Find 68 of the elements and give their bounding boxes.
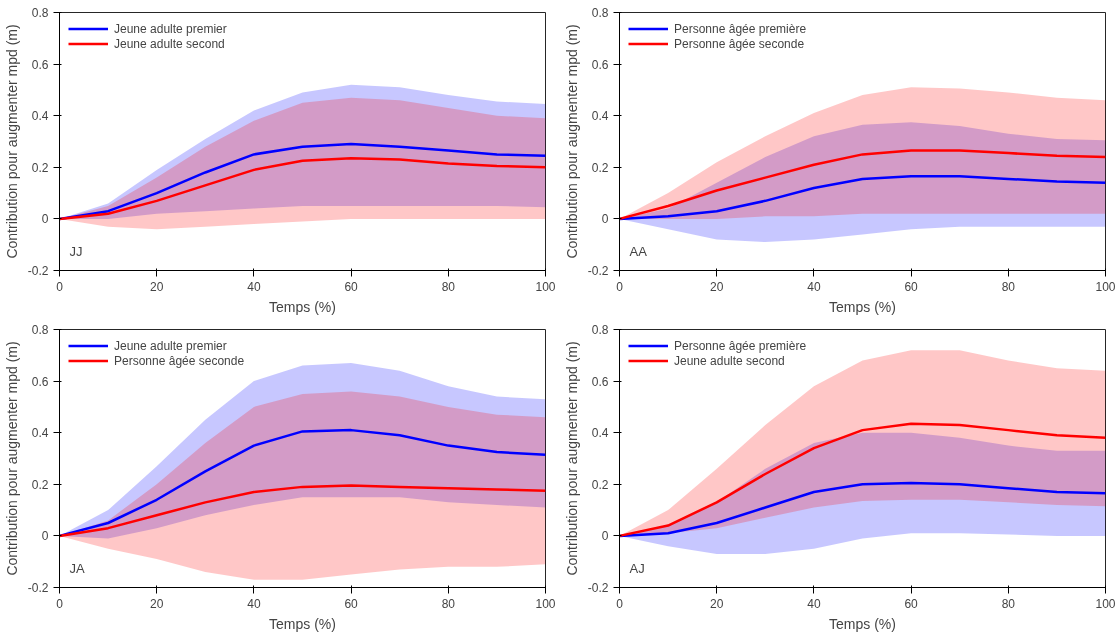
x-tick-label: 80 xyxy=(1001,596,1016,611)
legend-label: Jeune adulte premier xyxy=(114,21,227,36)
legend-label: Jeune adulte second xyxy=(674,353,785,368)
x-tick-label: 0 xyxy=(616,596,624,611)
y-tick-label: 0.2 xyxy=(591,477,609,492)
y-tick-label: -0.2 xyxy=(587,264,609,278)
y-tick-label: 0.4 xyxy=(31,426,49,441)
y-tick-label: 0.8 xyxy=(31,6,49,20)
x-tick-label: 80 xyxy=(441,596,456,611)
y-tick-label: 0.6 xyxy=(31,57,49,72)
y-tick-label: 0 xyxy=(601,212,609,227)
y-tick-label: 0.8 xyxy=(591,6,609,20)
x-tick-label: 60 xyxy=(344,596,359,611)
y-tick-label: 0.6 xyxy=(31,374,49,389)
y-tick-label: 0.4 xyxy=(591,109,609,124)
y-tick-label: 0.8 xyxy=(31,323,49,337)
y-axis-title: Contribution pour augmenter mpd (m) xyxy=(563,341,580,576)
y-tick-label: 0 xyxy=(41,529,49,544)
x-tick-label: 20 xyxy=(710,279,724,294)
y-tick-label: -0.2 xyxy=(27,581,49,595)
annotation: JJ xyxy=(69,243,83,259)
x-tick-label: 40 xyxy=(807,279,821,294)
y-tick-label: -0.2 xyxy=(27,264,49,278)
x-tick-label: 20 xyxy=(150,279,164,294)
y-tick-label: 0 xyxy=(601,529,609,544)
y-tick-label: 0.2 xyxy=(31,160,49,175)
y-axis-title: Contribution pour augmenter mpd (m) xyxy=(3,24,20,259)
y-tick-label: 0.8 xyxy=(591,323,609,337)
x-tick-label: 40 xyxy=(247,596,261,611)
x-tick-label: 40 xyxy=(807,596,821,611)
legend-label: Personne âgée première xyxy=(674,338,807,353)
y-tick-label: -0.2 xyxy=(587,581,609,595)
x-tick-label: 60 xyxy=(904,596,919,611)
x-tick-label: 0 xyxy=(56,596,64,611)
annotation: AA xyxy=(629,243,648,259)
legend-label: Personne âgée seconde xyxy=(674,36,805,51)
y-axis-title: Contribution pour augmenter mpd (m) xyxy=(3,341,20,576)
x-tick-label: 100 xyxy=(535,279,556,294)
x-tick-label: 60 xyxy=(344,279,359,294)
annotation: AJ xyxy=(629,560,645,576)
annotation: JA xyxy=(69,560,85,576)
x-axis-title: Temps (%) xyxy=(269,615,336,632)
y-tick-label: 0.6 xyxy=(591,57,609,72)
x-axis-title: Temps (%) xyxy=(269,298,336,315)
x-tick-label: 100 xyxy=(535,596,556,611)
y-axis-title: Contribution pour augmenter mpd (m) xyxy=(563,24,580,259)
x-tick-label: 0 xyxy=(56,279,64,294)
x-tick-label: 80 xyxy=(441,279,456,294)
y-tick-label: 0.2 xyxy=(591,160,609,175)
legend-label: Jeune adulte second xyxy=(114,36,225,51)
y-tick-label: 0 xyxy=(41,212,49,227)
x-tick-label: 20 xyxy=(150,596,164,611)
legend-label: Jeune adulte premier xyxy=(114,338,227,353)
x-tick-label: 100 xyxy=(1095,596,1116,611)
x-axis-title: Temps (%) xyxy=(829,615,896,632)
x-tick-label: 80 xyxy=(1001,279,1016,294)
y-tick-label: 0.4 xyxy=(31,109,49,124)
x-tick-label: 0 xyxy=(616,279,624,294)
y-tick-label: 0.6 xyxy=(591,374,609,389)
x-axis-title: Temps (%) xyxy=(829,298,896,315)
legend-label: Personne âgée seconde xyxy=(114,353,245,368)
y-tick-label: 0.4 xyxy=(591,426,609,441)
legend-label: Personne âgée première xyxy=(674,21,807,36)
x-tick-label: 60 xyxy=(904,279,919,294)
x-tick-label: 100 xyxy=(1095,279,1116,294)
x-tick-label: 40 xyxy=(247,279,261,294)
y-tick-label: 0.2 xyxy=(31,477,49,492)
x-tick-label: 20 xyxy=(710,596,724,611)
